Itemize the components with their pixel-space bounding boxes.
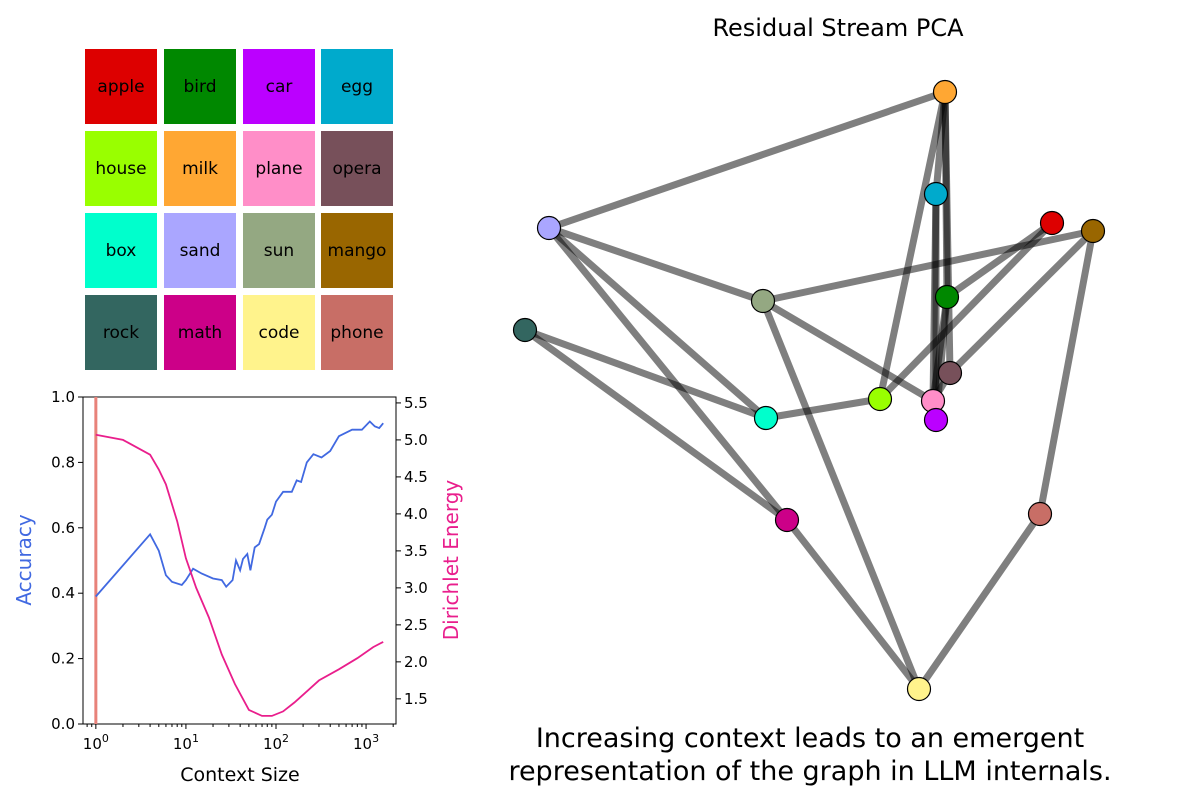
edge-sand-sun [547, 224, 765, 305]
edge-milk-opera [941, 91, 954, 374]
y-right-tick-label: 4.0 [404, 505, 428, 523]
y-right-tick-label: 2.5 [404, 616, 428, 634]
x-tick-label: 103 [353, 732, 379, 753]
edge-phone-code [916, 512, 1043, 691]
y-axis-label: Accuracy [12, 514, 36, 605]
swatch-house [85, 131, 157, 206]
x-tick-label: 102 [263, 732, 289, 753]
swatch-label-bird: bird [184, 77, 217, 97]
node-math [774, 507, 800, 533]
x-axis-label: Context Size [180, 764, 299, 786]
swatch-math [164, 295, 236, 370]
edge-sand-milk [547, 88, 947, 232]
edge-box-house [765, 395, 881, 422]
swatch-bird [164, 49, 236, 124]
node-box [753, 405, 779, 431]
y-right-axis-label: Dirichlet Energy [439, 480, 463, 641]
series-line-accuracy [95, 420, 384, 598]
y-tick-label: 0.8 [51, 453, 75, 471]
node-egg [923, 181, 949, 207]
edge-apple-bird [944, 220, 1055, 300]
swatch-sand [164, 213, 236, 288]
pca-graph: Residual Stream PCA [512, 14, 1106, 702]
y-right-tick-label: 3.0 [404, 579, 428, 597]
node-bird [934, 284, 960, 310]
swatch-opera [321, 131, 393, 206]
y-tick-label: 0.2 [51, 650, 75, 668]
edge-sand-box [546, 225, 769, 421]
edge-house-apple [877, 220, 1055, 402]
y-tick-label: 1.0 [51, 388, 75, 406]
edge-sun-code [759, 299, 923, 691]
swatch-label-sand: sand [180, 241, 221, 261]
edge-sun-mango [762, 227, 1094, 305]
node-car [923, 407, 949, 433]
caption-line-1: Increasing context leads to an emergent [536, 723, 1084, 754]
edge-rock-box [523, 326, 768, 422]
graph-title: Residual Stream PCA [712, 14, 964, 42]
y-tick-label: 0.4 [51, 584, 75, 602]
swatch-mango [321, 213, 393, 288]
caption-line-2: representation of the graph in LLM inter… [508, 756, 1111, 787]
swatch-label-apple: apple [97, 77, 144, 97]
swatch-phone [321, 295, 393, 370]
y-right-tick-label: 5.5 [404, 394, 428, 412]
plot-frame [82, 396, 397, 725]
swatch-car [243, 49, 315, 124]
edge-house-milk [876, 91, 949, 400]
edge-math-code [784, 517, 922, 692]
swatch-label-code: code [259, 323, 300, 343]
y-right-tick-label: 2.0 [404, 653, 428, 671]
accuracy-energy-chart: 100 101 102 103 0.0 0.2 0.4 0.6 0.8 1.0 1.5 2.0 2.5 3… [12, 388, 463, 786]
swatch-label-sun: sun [264, 241, 294, 261]
swatch-label-egg: egg [341, 77, 373, 97]
swatch-apple [85, 49, 157, 124]
swatch-label-phone: phone [330, 323, 383, 343]
swatch-label-plane: plane [255, 159, 302, 179]
swatch-plane [243, 131, 315, 206]
swatch-rock [85, 295, 157, 370]
swatch-label-mango: mango [328, 241, 387, 261]
swatch-label-math: math [178, 323, 222, 343]
y-right-tick-label: 3.5 [404, 542, 428, 560]
swatch-label-car: car [266, 77, 293, 97]
node-code [906, 676, 932, 702]
node-rock [512, 317, 538, 343]
node-sand [536, 215, 562, 241]
y-right-tick-label: 5.0 [404, 431, 428, 449]
edge-sun-plane [761, 297, 935, 405]
swatch-label-box: box [106, 241, 137, 261]
node-phone [1027, 501, 1053, 527]
series-line-dirichlet-energy [95, 433, 384, 717]
y-tick-label: 0.0 [51, 715, 75, 733]
color-legend-grid: apple bird car egg house milk plane opera box san… [85, 49, 393, 370]
edge-mango-phone [1036, 230, 1097, 515]
node-mango [1080, 218, 1106, 244]
edge-rock-math [522, 327, 790, 523]
y-right-tick-label: 4.5 [404, 468, 428, 486]
node-house [867, 386, 893, 412]
node-opera [937, 360, 963, 386]
swatch-egg [321, 49, 393, 124]
edge-mango-opera [947, 228, 1096, 376]
swatch-code [243, 295, 315, 370]
y-tick-label: 0.6 [51, 519, 75, 537]
swatch-label-house: house [95, 159, 146, 179]
y-right-tick-label: 1.5 [404, 690, 428, 708]
x-tick-label: 101 [173, 732, 199, 753]
swatch-sun [243, 213, 315, 288]
node-milk [932, 79, 958, 105]
node-sun [750, 288, 776, 314]
node-apple [1039, 210, 1065, 236]
swatch-box [85, 213, 157, 288]
x-tick-label: 100 [83, 732, 109, 753]
swatch-label-opera: opera [332, 159, 381, 179]
swatch-milk [164, 131, 236, 206]
swatch-label-milk: milk [182, 159, 218, 179]
edge-sand-math [546, 225, 790, 523]
swatch-label-rock: rock [103, 323, 139, 343]
